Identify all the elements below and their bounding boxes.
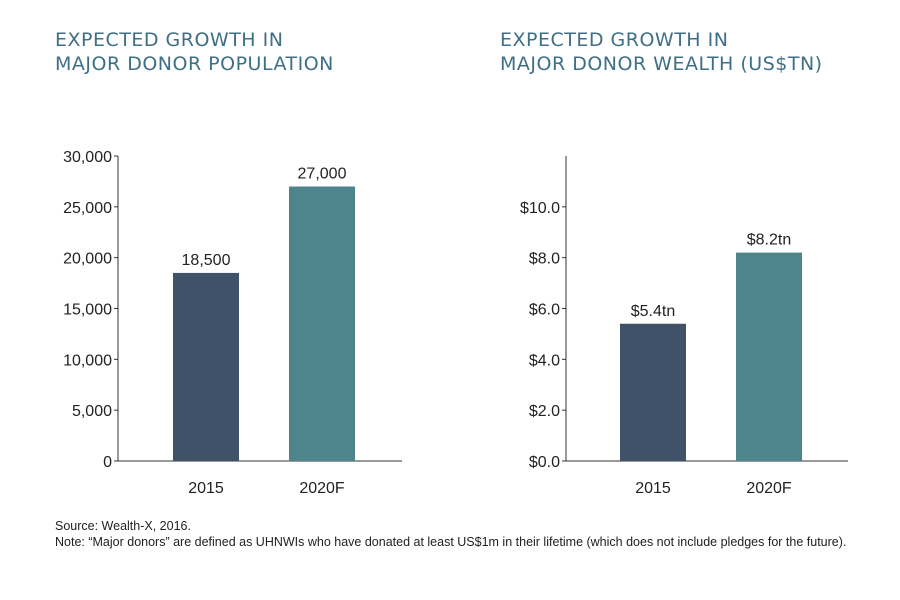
chart-title-line: EXPECTED GROWTH IN (55, 29, 284, 51)
chart-title-population: EXPECTED GROWTH IN MAJOR DONOR POPULATIO… (55, 28, 334, 76)
y-tick-label: $0.0 (529, 454, 560, 471)
category-label: 2020F (746, 480, 792, 497)
chart-title-line: EXPECTED GROWTH IN (500, 29, 729, 51)
chart-population: 0 5,000 10,000 15,000 20,000 25,000 30,000 18,5… (63, 149, 402, 497)
data-label: 27,000 (298, 166, 347, 183)
y-tick-label: $6.0 (529, 302, 560, 319)
bar-2015 (620, 323, 686, 461)
data-label: $5.4tn (631, 303, 675, 320)
y-tick-label: 10,000 (63, 352, 112, 369)
chart-wealth: $0.0 $2.0 $4.0 $6.0 $8.0 $10.0 $5.4tn 2015 $8.2t… (520, 156, 848, 497)
y-tick-label: $8.0 (529, 251, 560, 268)
source-note: Source: Wealth-X, 2016. (55, 519, 191, 533)
footer-notes: Source: Wealth-X, 2016. Note: “Major don… (55, 518, 855, 550)
y-tick-label: $10.0 (520, 200, 560, 217)
y-tick-label: $4.0 (529, 352, 560, 369)
data-label: 18,500 (182, 252, 231, 269)
bar-2020f (736, 252, 802, 461)
chart-title-wealth: EXPECTED GROWTH IN MAJOR DONOR WEALTH (U… (500, 28, 823, 76)
y-tick-label: $2.0 (529, 403, 560, 420)
category-label: 2015 (188, 480, 224, 497)
category-label: 2015 (635, 480, 671, 497)
y-tick-label: 15,000 (63, 302, 112, 319)
y-tick-label: 30,000 (63, 149, 112, 166)
bar-2020f (289, 186, 355, 461)
y-tick-label: 5,000 (72, 403, 112, 420)
chart-title-line: MAJOR DONOR POPULATION (55, 53, 334, 75)
category-label: 2020F (299, 480, 345, 497)
y-tick-label: 0 (103, 454, 112, 471)
chart-title-line: MAJOR DONOR WEALTH (US$TN) (500, 53, 823, 75)
bar-2015 (173, 272, 239, 461)
y-tick-label: 20,000 (63, 251, 112, 268)
definition-note: Note: “Major donors” are defined as UHNW… (55, 535, 847, 549)
y-tick-label: 25,000 (63, 200, 112, 217)
data-label: $8.2tn (747, 232, 791, 249)
